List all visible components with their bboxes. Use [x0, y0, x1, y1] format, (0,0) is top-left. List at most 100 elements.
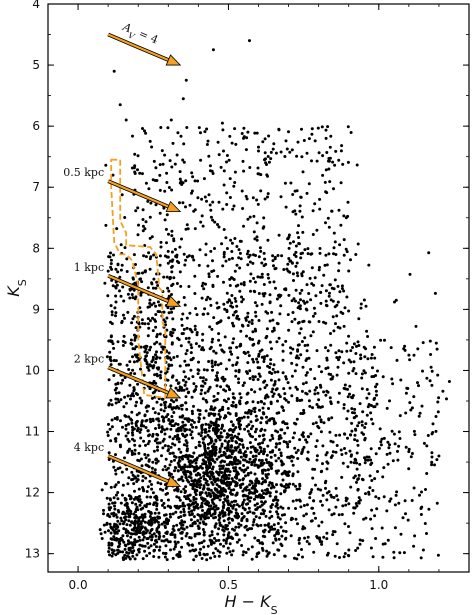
data-point — [275, 267, 278, 270]
data-point — [125, 257, 128, 260]
data-point — [287, 313, 290, 316]
data-point — [271, 388, 274, 391]
data-point — [340, 449, 343, 452]
data-point — [129, 372, 132, 375]
data-point — [238, 426, 241, 429]
data-point — [139, 437, 142, 440]
data-point — [183, 360, 186, 363]
data-point — [165, 517, 168, 520]
data-point — [415, 325, 418, 328]
data-point — [362, 518, 365, 521]
data-point — [148, 348, 151, 351]
data-point — [111, 403, 114, 406]
data-point — [405, 392, 408, 395]
data-point — [242, 501, 245, 504]
data-point — [182, 527, 185, 530]
data-point — [202, 225, 205, 228]
data-point — [308, 137, 311, 140]
data-point — [166, 532, 169, 535]
data-point — [370, 509, 373, 512]
data-point — [220, 319, 223, 322]
data-point — [248, 337, 251, 340]
data-point — [154, 305, 157, 308]
data-point — [327, 552, 330, 555]
data-point — [202, 528, 205, 531]
data-point — [269, 341, 272, 344]
data-point — [160, 403, 163, 406]
data-point — [338, 290, 341, 293]
data-point — [203, 540, 206, 543]
data-point — [217, 363, 220, 366]
data-point — [374, 385, 377, 388]
data-point — [368, 493, 371, 496]
data-point — [232, 424, 235, 427]
y-tick-label: 5 — [32, 58, 40, 72]
data-point — [170, 166, 173, 169]
data-point — [179, 522, 182, 525]
data-point — [226, 447, 229, 450]
data-point — [407, 354, 410, 357]
data-point — [234, 469, 237, 472]
data-point — [147, 546, 150, 549]
data-point — [392, 459, 395, 462]
data-point — [237, 318, 240, 321]
data-point — [360, 303, 363, 306]
data-point — [203, 443, 206, 446]
data-point — [418, 415, 421, 418]
data-point — [185, 439, 188, 442]
data-point — [303, 446, 306, 449]
data-point — [330, 456, 333, 459]
data-point — [117, 481, 120, 484]
data-point — [190, 192, 193, 195]
data-point — [175, 379, 178, 382]
data-point — [160, 408, 163, 411]
data-point — [212, 413, 215, 416]
data-point — [121, 426, 124, 429]
data-point — [295, 518, 298, 521]
data-point — [114, 389, 117, 392]
data-point — [302, 409, 305, 412]
data-point — [183, 514, 186, 517]
data-point — [286, 443, 289, 446]
data-point — [313, 202, 316, 205]
data-point — [263, 158, 266, 161]
data-point — [207, 272, 210, 275]
data-point — [343, 403, 346, 406]
data-point — [264, 198, 267, 201]
data-point — [255, 358, 258, 361]
data-point — [132, 549, 135, 552]
data-point — [238, 248, 241, 251]
data-point — [362, 433, 365, 436]
data-point — [359, 402, 362, 405]
data-point — [134, 209, 137, 212]
data-point — [330, 496, 333, 499]
data-point — [273, 383, 276, 386]
data-point — [198, 345, 201, 348]
data-point — [126, 534, 129, 537]
data-point — [347, 372, 350, 375]
data-point — [296, 522, 299, 525]
data-point — [228, 531, 231, 534]
data-point — [177, 389, 180, 392]
data-point — [210, 494, 213, 497]
data-point — [112, 466, 115, 469]
data-point — [219, 465, 222, 468]
data-point — [328, 295, 331, 298]
data-point — [341, 504, 344, 507]
data-point — [379, 427, 382, 430]
data-point — [437, 410, 440, 413]
data-point — [152, 278, 155, 281]
data-point — [147, 322, 150, 325]
data-point — [179, 270, 182, 273]
data-point — [115, 402, 118, 405]
data-point — [340, 181, 343, 184]
data-point — [309, 298, 312, 301]
data-point — [277, 469, 280, 472]
data-point — [216, 371, 219, 374]
data-point — [196, 333, 199, 336]
data-point — [158, 532, 161, 535]
data-point — [203, 516, 206, 519]
data-point — [396, 459, 399, 462]
data-point — [159, 254, 162, 257]
data-point — [166, 492, 169, 495]
